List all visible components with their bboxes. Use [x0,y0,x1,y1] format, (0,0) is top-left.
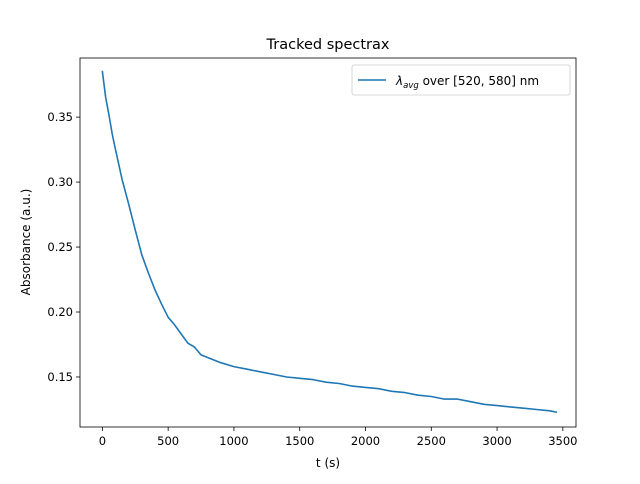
x-axis-ticks: 0 500 1000 1500 2000 2500 3000 3500 [99,427,577,448]
x-tick-label: 1000 [219,434,248,448]
x-tick-label: 1500 [285,434,314,448]
series-line-group [101,70,558,414]
x-tick-label: 3500 [548,434,577,448]
legend: λavg over [520, 580] nm [351,64,571,96]
plot-frame [79,57,577,428]
chart-title: Tracked spectrax [266,37,390,53]
x-tick-label: 0 [99,434,106,448]
legend-text: over [520, 580] nm [419,74,539,88]
legend-symbol: λ [395,74,403,88]
y-tick-label: 0.30 [47,175,73,189]
y-tick-label: 0.25 [47,240,73,254]
y-tick-label: 0.35 [47,110,73,124]
y-tick-label: 0.15 [47,370,73,384]
legend-entry-label: λavg over [520, 580] nm [395,74,539,91]
x-tick-label: 2000 [351,434,380,448]
y-tick-label: 0.20 [47,305,73,319]
x-axis-label: t (s) [316,456,340,470]
x-tick-label: 500 [157,434,179,448]
x-tick-label: 2500 [417,434,446,448]
series-line [101,70,558,414]
y-axis-label: Absorbance (a.u.) [19,189,33,296]
y-axis-ticks: 0.15 0.20 0.25 0.30 0.35 [47,110,80,384]
legend-subscript: avg [403,81,419,91]
legend-box [351,64,571,96]
x-tick-label: 3000 [482,434,511,448]
